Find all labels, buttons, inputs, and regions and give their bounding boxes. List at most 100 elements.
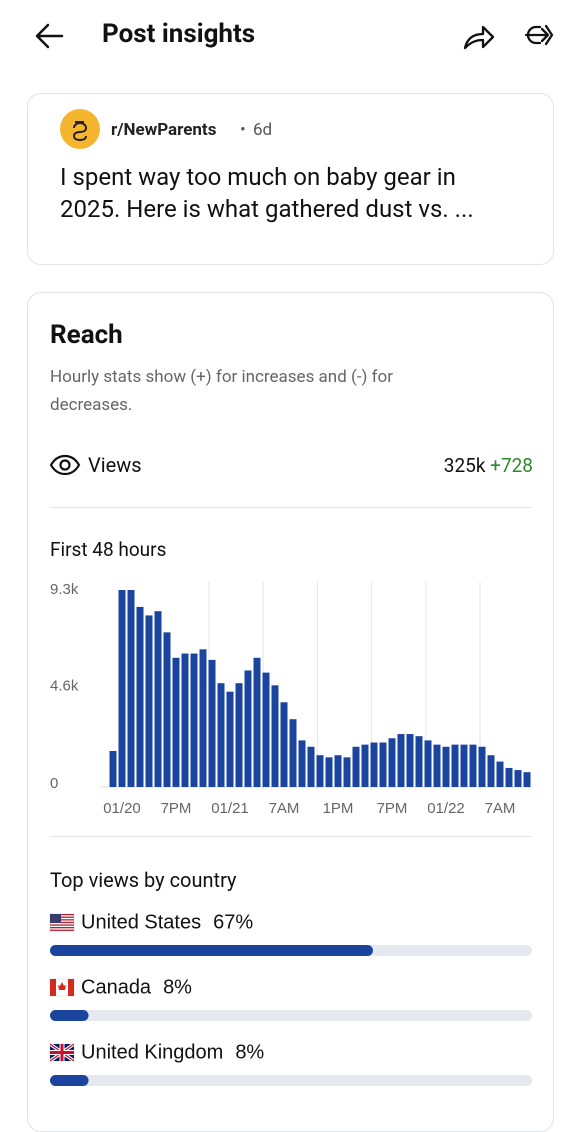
country-name: United States <box>81 911 201 933</box>
eye-icon <box>49 454 81 476</box>
bar <box>523 772 531 787</box>
flag-canton <box>50 914 61 923</box>
flag <box>49 913 75 932</box>
progress-bar <box>50 945 373 956</box>
bar <box>388 738 396 787</box>
flag-side <box>50 979 56 996</box>
bar <box>253 657 261 787</box>
bar <box>262 672 270 787</box>
progress-bar <box>50 1010 89 1021</box>
bar <box>352 746 360 787</box>
bar <box>460 744 468 787</box>
bar <box>298 740 306 787</box>
bar <box>181 653 189 787</box>
views-change: +728 <box>490 454 533 477</box>
flag-stripe <box>50 924 74 926</box>
bar <box>361 744 369 787</box>
bar <box>109 750 117 787</box>
flag-side <box>68 979 74 996</box>
community-avatar <box>60 109 100 149</box>
flag-stripe <box>50 927 74 929</box>
bar <box>199 649 207 787</box>
y-tick-label: 0 <box>50 775 58 792</box>
bar <box>442 746 450 787</box>
bar <box>505 767 513 787</box>
page-title: Post insights <box>102 19 256 49</box>
flag-stripe <box>50 916 74 918</box>
chart-title: First 48 hours <box>50 538 167 561</box>
bar <box>415 736 423 787</box>
country-percent: 67% <box>213 911 253 933</box>
post-title: I spent way too much on baby gear in 202… <box>60 163 474 223</box>
bar <box>289 719 297 787</box>
bar <box>172 657 180 787</box>
bar <box>226 691 234 787</box>
post-card[interactable] <box>27 93 554 265</box>
section-title: Reach <box>50 320 123 350</box>
chart: 0 4.6k 9.3k 01/20 7PM 01/21 7AM 1PM 7PM 01/22 7AM U… <box>48 581 532 1086</box>
y-tick-label: 4.6k <box>50 678 79 695</box>
flag-leaf <box>58 982 66 990</box>
bar <box>478 746 486 787</box>
views-stat: 325k +728 <box>444 454 533 477</box>
y-tick-label: 9.3k <box>50 581 79 598</box>
bar <box>235 683 243 787</box>
community-name[interactable]: r/NewParents <box>111 120 217 140</box>
country-name: United Kingdom <box>81 1041 223 1063</box>
progress-bar <box>50 1075 89 1086</box>
x-tick-label: 01/21 <box>211 800 249 817</box>
bar <box>280 702 288 787</box>
bar <box>343 757 351 787</box>
country-name: Canada <box>81 976 152 998</box>
crosspost-button[interactable] <box>524 22 556 52</box>
divider <box>50 836 532 837</box>
share-button[interactable] <box>462 22 496 52</box>
countries-title: Top views by country <box>50 868 237 892</box>
bar <box>316 755 324 787</box>
bar <box>190 653 198 787</box>
flag-stripe <box>50 919 74 921</box>
bar <box>208 659 216 787</box>
x-tick-label: 01/20 <box>103 800 141 817</box>
views-label: Views <box>88 453 142 477</box>
x-tick-label: 01/22 <box>427 800 465 817</box>
flag-cross <box>50 1044 74 1061</box>
bar <box>217 683 225 787</box>
bar <box>244 670 252 787</box>
progress-track <box>50 1010 532 1021</box>
divider <box>50 507 532 508</box>
bar <box>163 632 171 787</box>
country-percent: 8% <box>235 1041 264 1063</box>
post-age: 6d <box>253 120 273 140</box>
x-tick-label: 7PM <box>377 800 408 817</box>
bar <box>145 615 153 787</box>
flag-stripe <box>50 929 74 931</box>
flag-stripe <box>50 921 74 924</box>
bar <box>487 755 495 787</box>
bar <box>451 744 459 787</box>
progress-track <box>50 1075 532 1086</box>
flag <box>49 978 75 997</box>
bar <box>469 744 477 787</box>
x-tick-label: 1PM <box>323 800 354 817</box>
bar <box>127 590 135 787</box>
bar <box>397 734 405 787</box>
bar <box>370 742 378 787</box>
page: Post insights r/NewParents • 6d I spent … <box>27 19 556 1132</box>
flag <box>48 1042 76 1063</box>
dot: • <box>240 120 246 140</box>
bar <box>307 746 315 787</box>
x-tick-label: 7PM <box>161 800 192 817</box>
bar <box>433 744 441 787</box>
back-button[interactable] <box>34 22 66 50</box>
bar <box>424 740 432 787</box>
bar <box>406 734 414 787</box>
bar <box>496 761 504 787</box>
bar <box>325 757 333 787</box>
description: Hourly stats show (+) for increases and … <box>50 367 394 415</box>
bar <box>514 770 522 787</box>
bar <box>379 742 387 787</box>
country-percent: 8% <box>163 976 192 998</box>
views-value: 325k <box>443 454 486 477</box>
x-tick-label: 7AM <box>269 800 300 817</box>
